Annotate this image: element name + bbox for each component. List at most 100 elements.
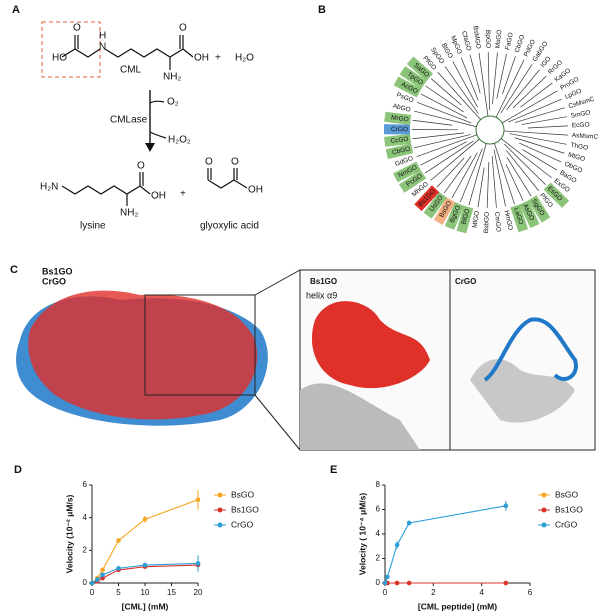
branch (424, 140, 474, 174)
series-line (384, 505, 506, 584)
branch (496, 53, 507, 99)
leaf: BlGO (456, 205, 474, 234)
leaf-label: MrGO (391, 114, 409, 123)
legend-marker (541, 507, 547, 513)
point (503, 580, 509, 586)
branch (493, 149, 506, 207)
panel-label: B (318, 4, 326, 16)
inset-title: Bs1GO (310, 277, 337, 286)
leaf-highlight (414, 185, 440, 212)
panel-label: C (10, 264, 18, 276)
branch (452, 61, 478, 108)
legend-marker (217, 492, 223, 498)
point (406, 580, 412, 586)
leaf-label: CfaGO (460, 30, 472, 51)
branch (495, 59, 525, 118)
leaf-highlight (385, 143, 414, 160)
branch (413, 134, 471, 149)
y-tick-label: 0 (376, 578, 381, 587)
leaf-highlight (433, 197, 456, 225)
leaf: FaGO (504, 32, 515, 51)
branch (505, 164, 524, 201)
zoom-line (254, 269, 301, 296)
branch (527, 125, 568, 129)
branch (512, 75, 547, 109)
leaf-label: CbGO (391, 146, 411, 157)
leaf-highlight (393, 76, 422, 98)
leaf-highlight (383, 124, 411, 135)
x-tick-label: 10 (141, 588, 150, 597)
branch (451, 152, 478, 199)
point (394, 542, 400, 548)
legend-marker (217, 522, 223, 528)
scheme: HO O N H OH O NH₂ CML + H₂O O₂ CMLase H₂… (40, 21, 263, 232)
leaf: CrGO (383, 124, 411, 135)
panel-label: A (12, 4, 20, 16)
branch (420, 93, 468, 119)
point (142, 562, 148, 568)
leaf-highlight (519, 200, 540, 229)
legend-label: Bs1GO (42, 266, 73, 276)
leaf: EcGO (572, 121, 590, 129)
legend-marker (541, 522, 547, 528)
branch (514, 107, 565, 123)
branch (508, 98, 562, 123)
leaf: CcGO (384, 133, 412, 147)
x-tick-label: 4 (479, 588, 484, 597)
leaf-label: MlGO (471, 211, 481, 229)
branch (501, 90, 558, 124)
y-tick-label: 2 (376, 554, 381, 563)
atom: H (99, 31, 106, 42)
branch (443, 155, 472, 194)
phylogenetic-tree: GdGOCbGOCcGOCrGOMrGOAbGOPsGOAcGOTpGOSaGO… (383, 25, 599, 234)
leaf: SmGO (570, 109, 591, 119)
branch (416, 102, 472, 124)
branch (430, 138, 480, 181)
legend-marker (217, 507, 223, 513)
atom: O (205, 157, 213, 168)
branch (506, 156, 532, 197)
zoom-line (254, 394, 301, 451)
structure-shadow (300, 383, 420, 450)
atom: OH (248, 185, 263, 196)
branch (519, 142, 562, 163)
bonds (61, 35, 194, 70)
x-tick-label: 6 (528, 588, 533, 597)
leaf-label: CmGO (493, 211, 502, 232)
branch (505, 150, 540, 192)
atom: O (231, 157, 239, 168)
atom: NH₂ (163, 72, 181, 83)
point (100, 575, 105, 581)
leaf-highlight (398, 170, 427, 193)
x-tick-label: 0 (383, 588, 388, 597)
reagent: O₂ (167, 97, 179, 108)
branch (491, 155, 497, 208)
legend-label: BsGO (231, 489, 255, 499)
branch (487, 52, 490, 111)
leaf-label: BsbGO (483, 212, 491, 234)
point (382, 580, 388, 586)
leaf: AbGO (392, 103, 411, 114)
branch (468, 143, 487, 206)
y-tick-label: 4 (83, 513, 88, 522)
branch (469, 54, 481, 94)
atom: OH (151, 191, 166, 202)
point (116, 566, 121, 571)
branch (492, 52, 498, 105)
point (195, 497, 201, 503)
leaf-highlight (406, 56, 434, 82)
branch (420, 141, 467, 166)
y-tick-label: 8 (376, 480, 381, 489)
branch (412, 132, 465, 140)
arrow-side (149, 100, 167, 139)
branch (504, 143, 546, 185)
panel-label: E (330, 464, 337, 476)
branch (437, 71, 481, 120)
point (142, 517, 148, 522)
label: glyoxylic acid (200, 221, 259, 232)
branch (521, 116, 567, 125)
leaf-highlight (528, 195, 551, 223)
legend-label: CrGO (231, 519, 254, 529)
leaf-highlight (456, 205, 474, 234)
